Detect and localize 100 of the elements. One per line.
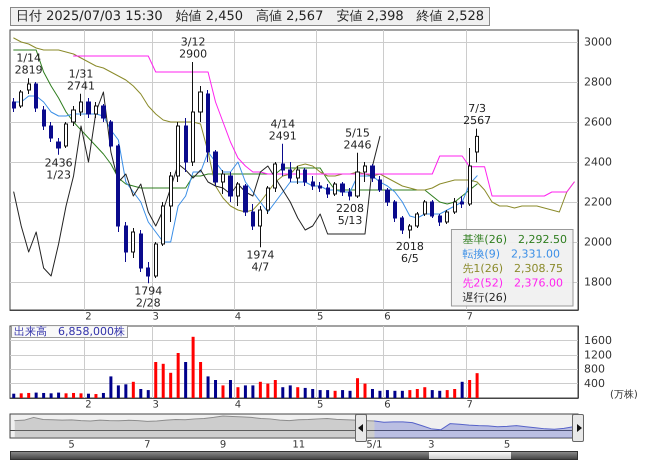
x-tick-label: 3 bbox=[428, 440, 434, 450]
x-tick-label: 5/1 bbox=[366, 440, 383, 450]
bar bbox=[386, 390, 389, 398]
bar bbox=[446, 390, 449, 398]
candlestick bbox=[318, 182, 322, 192]
y-tick-label: 2600 bbox=[584, 116, 612, 128]
bar bbox=[80, 393, 82, 398]
bar bbox=[12, 394, 16, 398]
candlestick bbox=[296, 166, 300, 184]
candlestick bbox=[415, 212, 419, 228]
candlestick bbox=[146, 262, 150, 284]
candlestick bbox=[56, 138, 61, 156]
bar bbox=[72, 392, 76, 398]
bar bbox=[244, 385, 247, 398]
candlestick bbox=[251, 204, 255, 230]
candlestick bbox=[355, 152, 360, 198]
y-tick-label: 2400 bbox=[584, 156, 612, 168]
candlestick bbox=[213, 150, 218, 186]
bar bbox=[341, 390, 344, 398]
bar bbox=[176, 353, 180, 398]
y-tick-label: 1800 bbox=[584, 276, 612, 288]
bar bbox=[162, 364, 165, 398]
y-tick-label: 2000 bbox=[584, 236, 612, 248]
x-tick-label: 9 bbox=[220, 440, 226, 450]
x-tick-label: 3 bbox=[152, 312, 159, 322]
candlestick bbox=[266, 186, 270, 214]
bar bbox=[356, 378, 360, 398]
bar bbox=[34, 392, 38, 398]
candlestick bbox=[221, 170, 225, 194]
bar bbox=[266, 384, 270, 398]
bar bbox=[64, 393, 68, 398]
candlestick bbox=[243, 184, 248, 216]
x-tick-label: 6 bbox=[384, 400, 391, 410]
y-tick-label: 2800 bbox=[584, 76, 612, 88]
bar bbox=[124, 384, 128, 398]
candlestick bbox=[258, 206, 262, 248]
x-tick-label: 5 bbox=[316, 400, 324, 410]
bar bbox=[42, 392, 46, 398]
bar bbox=[222, 385, 224, 398]
bar bbox=[311, 389, 314, 398]
x-tick-label: 6 bbox=[384, 312, 391, 322]
chart-title: 出来高 6,858,000株 bbox=[14, 325, 125, 338]
bar bbox=[102, 392, 105, 398]
bar bbox=[57, 392, 60, 398]
bar bbox=[169, 372, 172, 398]
bar bbox=[228, 380, 232, 398]
candlestick bbox=[27, 78, 31, 94]
candlestick bbox=[288, 162, 292, 182]
bar bbox=[400, 390, 404, 398]
candlestick bbox=[191, 62, 195, 166]
bar bbox=[281, 387, 284, 398]
bar bbox=[318, 390, 322, 398]
bar bbox=[453, 389, 456, 398]
chart-title: 日付 2025/07/03 15:30 始値 2,450 高値 2,567 安値 2,398 終値 2,528 bbox=[16, 8, 484, 24]
candlestick bbox=[281, 143, 285, 176]
bar bbox=[116, 385, 120, 398]
candlestick bbox=[12, 98, 16, 112]
candlestick bbox=[124, 222, 128, 262]
bar bbox=[304, 388, 307, 398]
text: 基準(26) 2,292.50 bbox=[462, 233, 568, 246]
bar bbox=[393, 390, 396, 398]
candlestick bbox=[423, 200, 427, 216]
bar bbox=[139, 389, 142, 398]
y-axis-title: (万株) bbox=[610, 388, 638, 400]
candlestick bbox=[273, 162, 277, 192]
candlestick bbox=[109, 120, 113, 148]
x-tick-label: 5 bbox=[504, 440, 510, 450]
bar bbox=[288, 385, 292, 398]
x-tick-label: 7 bbox=[466, 312, 473, 322]
candlestick bbox=[393, 200, 397, 222]
bar bbox=[460, 382, 464, 398]
annotation: 1794 2/28 bbox=[134, 284, 162, 310]
candlestick bbox=[236, 182, 240, 206]
bar bbox=[20, 393, 23, 398]
bar bbox=[296, 387, 300, 398]
x-tick-label: 4 bbox=[234, 400, 242, 410]
bar bbox=[154, 362, 158, 398]
candlestick bbox=[311, 176, 315, 190]
text: 遅行(26) bbox=[462, 291, 508, 304]
bar bbox=[348, 390, 352, 398]
candlestick bbox=[42, 106, 46, 130]
x-tick-label: 11 bbox=[292, 440, 306, 450]
bar bbox=[184, 362, 188, 398]
candlestick bbox=[460, 196, 464, 208]
candlestick bbox=[438, 214, 442, 226]
candlestick bbox=[475, 128, 479, 163]
bar bbox=[416, 389, 419, 398]
candlestick bbox=[19, 90, 23, 108]
x-tick-label: 7 bbox=[144, 440, 150, 450]
candlestick bbox=[333, 182, 337, 196]
candlestick bbox=[348, 188, 352, 201]
annotation: 1974 4/7 bbox=[246, 248, 274, 274]
candlestick bbox=[430, 200, 434, 218]
annotation: 2208 5/13 bbox=[336, 202, 364, 227]
y-tick-label: 2200 bbox=[584, 196, 612, 208]
candlestick bbox=[64, 122, 68, 148]
x-tick-label: 7 bbox=[466, 400, 473, 410]
bar bbox=[199, 362, 202, 398]
bar bbox=[27, 392, 30, 398]
bar bbox=[364, 384, 366, 398]
